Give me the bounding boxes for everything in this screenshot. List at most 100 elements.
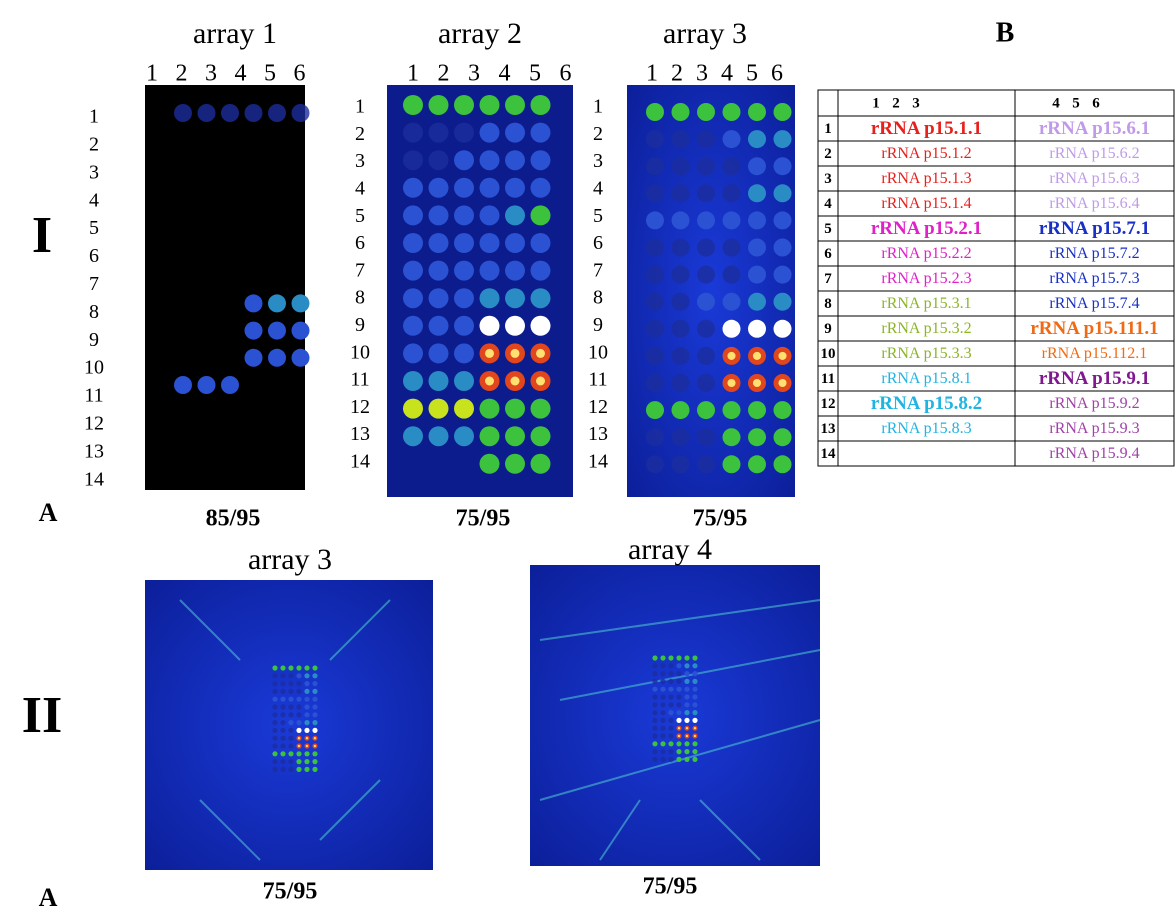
row-label: 3 (593, 150, 603, 172)
row-label: 11 (84, 385, 103, 407)
spot (304, 712, 309, 717)
spot (668, 749, 673, 754)
row-label: 14 (350, 450, 370, 472)
spot (288, 767, 293, 772)
spot (660, 694, 665, 699)
spot (676, 741, 681, 746)
column-label: 2 (438, 61, 450, 87)
row-label: 8 (89, 301, 99, 323)
spot (652, 671, 657, 676)
array-caption: 75/95 (456, 506, 511, 532)
row-number: 8 (824, 296, 832, 312)
spot (429, 233, 449, 253)
row-label: 9 (89, 329, 99, 351)
spot (454, 178, 474, 198)
spot (288, 689, 293, 694)
spot (454, 316, 474, 336)
probe-name: rRNA p15.2.1 (871, 218, 982, 239)
spot (272, 681, 277, 686)
spot (692, 718, 697, 723)
spot (692, 741, 697, 746)
row-label: 9 (355, 314, 365, 336)
spot (296, 689, 301, 694)
spot (304, 681, 309, 686)
spot (531, 205, 551, 225)
spot (221, 376, 239, 394)
spot (723, 239, 741, 257)
probe-name: rRNA p15.9.1 (1039, 368, 1150, 389)
spot (288, 681, 293, 686)
spot (288, 665, 293, 670)
spot (652, 710, 657, 715)
table-header: 1 (872, 95, 880, 111)
row-label: 1 (89, 106, 99, 128)
spot (660, 679, 665, 684)
row-label: 6 (89, 245, 99, 267)
spot (505, 261, 525, 281)
spot (505, 426, 525, 446)
spot (748, 239, 766, 257)
column-label: 1 (407, 61, 419, 87)
spot (429, 178, 449, 198)
spot (697, 347, 715, 365)
spot (774, 103, 792, 121)
spot (668, 718, 673, 723)
spot (480, 316, 500, 336)
probe-name: rRNA p15.1.4 (881, 195, 971, 212)
row-label: 4 (89, 189, 99, 211)
spot-core (678, 727, 680, 729)
spot (280, 743, 285, 748)
table-header: 6 (1092, 95, 1100, 111)
spot (304, 720, 309, 725)
column-label: 1 (646, 61, 658, 87)
row-label: 2 (593, 123, 603, 145)
spot (403, 399, 423, 419)
spot (660, 749, 665, 754)
spot (304, 728, 309, 733)
spot (684, 757, 689, 762)
spot (480, 205, 500, 225)
spot (280, 681, 285, 686)
spot (531, 426, 551, 446)
spot (272, 736, 277, 741)
probe-name: rRNA p15.1.2 (881, 145, 971, 162)
spot (403, 123, 423, 143)
spot (272, 720, 277, 725)
row-label: 5 (593, 205, 603, 227)
spot (697, 293, 715, 311)
spot (723, 103, 741, 121)
spot (774, 157, 792, 175)
spot (646, 266, 664, 284)
spot (296, 665, 301, 670)
spot-core (511, 377, 520, 386)
spot (245, 104, 263, 122)
spot (480, 178, 500, 198)
spot (531, 150, 551, 170)
probe-name: rRNA p15.7.1 (1039, 218, 1150, 239)
spot-core (753, 352, 761, 360)
panel-label: I (32, 207, 52, 264)
spot (304, 665, 309, 670)
spot (692, 663, 697, 668)
spot (748, 130, 766, 148)
spot (668, 679, 673, 684)
spot (692, 749, 697, 754)
spot (312, 689, 317, 694)
spot (646, 401, 664, 419)
spot (304, 673, 309, 678)
spot (668, 671, 673, 676)
row-label: 7 (89, 273, 99, 295)
spot (646, 293, 664, 311)
spot (296, 681, 301, 686)
spot (646, 130, 664, 148)
probe-name: rRNA p15.111.1 (1030, 318, 1158, 339)
spot (531, 399, 551, 419)
spot (748, 184, 766, 202)
probe-name: rRNA p15.6.2 (1049, 145, 1139, 162)
spot (748, 455, 766, 473)
spot (403, 371, 423, 391)
spot (660, 710, 665, 715)
column-label: 4 (721, 61, 733, 87)
spot (505, 150, 525, 170)
spot (531, 178, 551, 198)
